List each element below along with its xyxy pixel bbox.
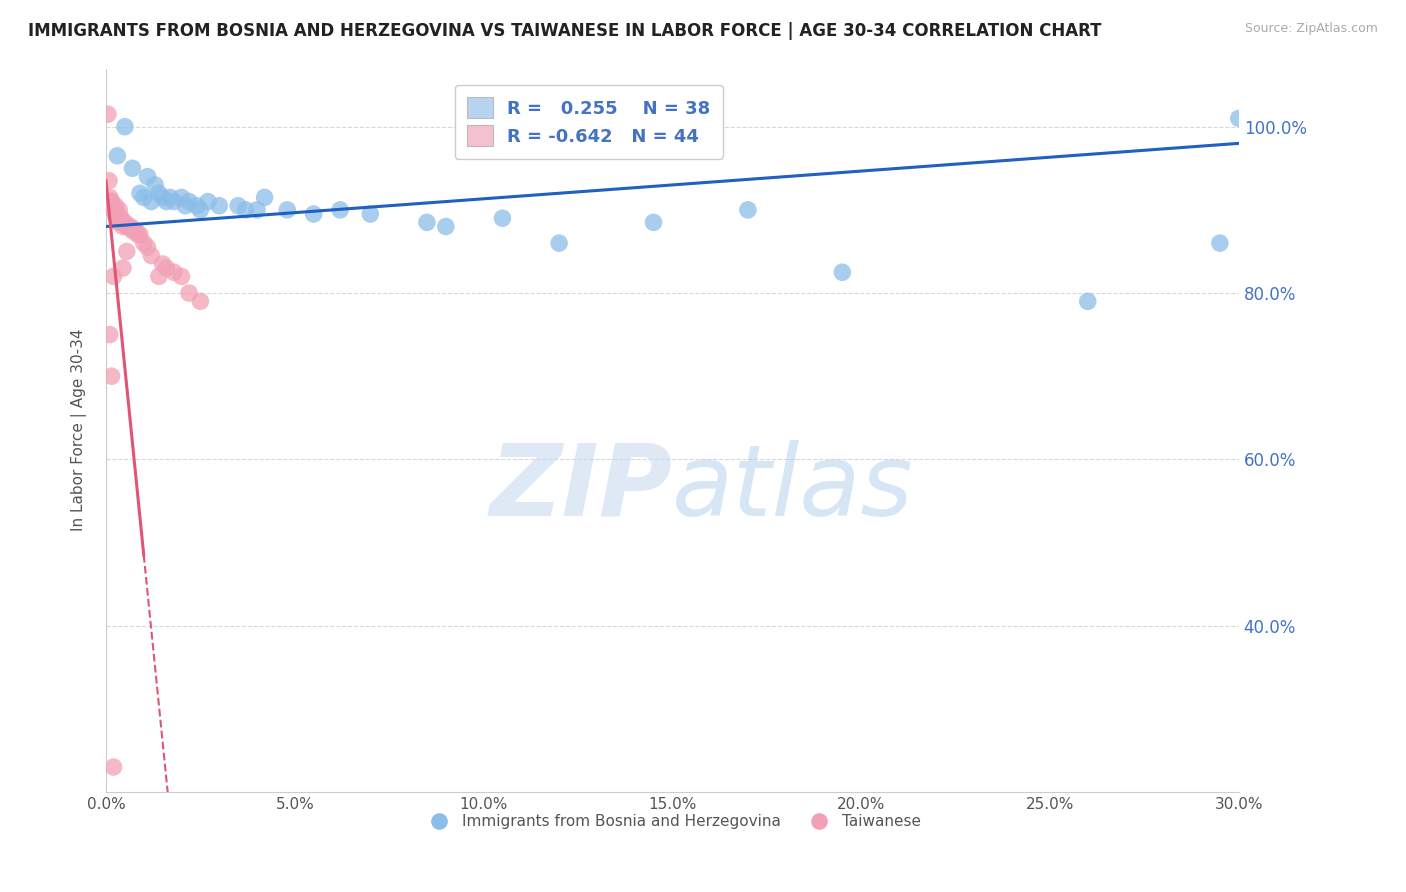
Point	[98, 190, 121, 204]
Point	[98, 327, 121, 342]
Point	[434, 219, 457, 234]
Legend: Immigrants from Bosnia and Herzegovina, Taiwanese: Immigrants from Bosnia and Herzegovina, …	[418, 808, 927, 835]
Point	[737, 202, 759, 217]
Point	[103, 269, 125, 284]
Point	[104, 207, 127, 221]
Point	[491, 211, 513, 226]
Point	[105, 211, 128, 226]
Point	[103, 760, 125, 774]
Point	[246, 202, 269, 217]
Point	[1227, 112, 1250, 126]
Point	[114, 215, 136, 229]
Point	[98, 174, 121, 188]
Point	[105, 149, 128, 163]
Point	[148, 269, 170, 284]
Point	[111, 261, 134, 276]
Point	[143, 178, 166, 192]
Point	[1209, 236, 1232, 251]
Point	[100, 194, 122, 209]
Point	[121, 161, 143, 176]
Point	[177, 286, 200, 301]
Text: IMMIGRANTS FROM BOSNIA AND HERZEGOVINA VS TAIWANESE IN LABOR FORCE | AGE 30-34 C: IMMIGRANTS FROM BOSNIA AND HERZEGOVINA V…	[28, 22, 1102, 40]
Point	[103, 202, 125, 217]
Point	[114, 120, 136, 134]
Point	[100, 194, 122, 209]
Point	[117, 219, 139, 234]
Point	[359, 207, 381, 221]
Point	[129, 227, 152, 242]
Point	[108, 202, 131, 217]
Point	[101, 202, 124, 217]
Point	[101, 199, 124, 213]
Point	[170, 269, 193, 284]
Point	[643, 215, 665, 229]
Point	[100, 194, 122, 209]
Point	[416, 215, 439, 229]
Point	[152, 190, 174, 204]
Point	[125, 224, 148, 238]
Point	[141, 249, 163, 263]
Point	[121, 224, 143, 238]
Text: atlas: atlas	[672, 440, 914, 537]
Point	[155, 194, 177, 209]
Point	[141, 194, 163, 209]
Point	[129, 186, 152, 201]
Point	[235, 202, 257, 217]
Point	[276, 202, 298, 217]
Point	[105, 207, 128, 221]
Point	[104, 199, 127, 213]
Point	[100, 369, 122, 384]
Point	[329, 202, 352, 217]
Point	[108, 211, 131, 226]
Point	[110, 211, 132, 226]
Y-axis label: In Labor Force | Age 30-34: In Labor Force | Age 30-34	[72, 329, 87, 532]
Point	[124, 224, 146, 238]
Point	[548, 236, 571, 251]
Point	[190, 294, 212, 309]
Point	[163, 265, 186, 279]
Point	[152, 257, 174, 271]
Point	[136, 169, 159, 184]
Point	[136, 240, 159, 254]
Point	[190, 202, 212, 217]
Point	[115, 219, 138, 234]
Point	[120, 219, 142, 234]
Point	[170, 190, 193, 204]
Point	[155, 261, 177, 276]
Point	[197, 194, 219, 209]
Text: Source: ZipAtlas.com: Source: ZipAtlas.com	[1244, 22, 1378, 36]
Point	[111, 219, 134, 234]
Point	[132, 236, 155, 251]
Point	[159, 190, 181, 204]
Point	[1077, 294, 1099, 309]
Point	[163, 194, 186, 209]
Point	[103, 202, 125, 217]
Point	[107, 215, 129, 229]
Point	[174, 199, 197, 213]
Point	[127, 227, 149, 242]
Point	[253, 190, 276, 204]
Point	[177, 194, 200, 209]
Point	[208, 199, 231, 213]
Point	[115, 244, 138, 259]
Point	[111, 215, 134, 229]
Point	[104, 207, 127, 221]
Point	[186, 199, 208, 213]
Point	[302, 207, 325, 221]
Point	[110, 211, 132, 226]
Point	[226, 199, 249, 213]
Text: ZIP: ZIP	[489, 440, 672, 537]
Point	[831, 265, 853, 279]
Point	[148, 186, 170, 201]
Point	[132, 190, 155, 204]
Point	[97, 107, 120, 121]
